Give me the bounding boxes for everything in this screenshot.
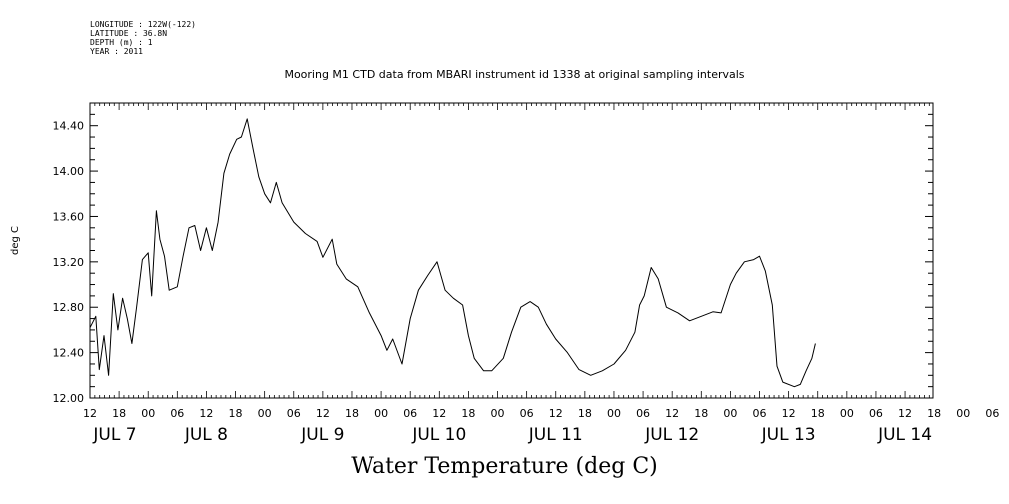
x-hour-label: 18 [229, 407, 243, 420]
x-day-label: JUL 10 [411, 425, 466, 445]
meta-longitude: LONGITUDE : 122W(-122) [90, 20, 196, 29]
x-day-label: JUL 14 [877, 425, 932, 445]
y-tick-label: 13.20 [53, 256, 85, 269]
x-hour-label: 18 [927, 407, 941, 420]
x-day-label: JUL 9 [300, 425, 344, 445]
x-hour-label: 12 [549, 407, 563, 420]
x-hour-label: 06 [403, 407, 417, 420]
x-hour-label: 18 [461, 407, 475, 420]
x-day-label: JUL 13 [761, 425, 816, 445]
meta-latitude: LATITUDE : 36.8N [90, 29, 168, 38]
x-hour-label: 06 [753, 407, 767, 420]
x-hour-label: 12 [83, 407, 97, 420]
x-hour-label: 00 [607, 407, 621, 420]
x-hour-label: 06 [520, 407, 534, 420]
x-hour-label: 12 [898, 407, 912, 420]
x-day-label: JUL 11 [528, 425, 583, 445]
chart-subtitle: Water Temperature (deg C) [351, 454, 658, 479]
x-hour-label: 12 [665, 407, 679, 420]
x-hour-label: 18 [345, 407, 359, 420]
y-tick-label: 13.60 [53, 210, 85, 223]
x-hour-label: 12 [782, 407, 796, 420]
y-tick-label: 12.80 [53, 301, 85, 314]
x-hour-label: 00 [956, 407, 970, 420]
x-hour-label: 18 [112, 407, 126, 420]
plot-border [89, 102, 934, 399]
x-hour-label: 18 [578, 407, 592, 420]
x-hour-label: 00 [141, 407, 155, 420]
x-hour-label: 06 [287, 407, 301, 420]
y-tick-label: 12.00 [53, 392, 85, 405]
water-temperature-line [89, 118, 816, 388]
x-day-label: JUL 12 [644, 425, 699, 445]
y-tick-labels: 12.00 12.40 12.80 13.20 13.60 14.00 14.40 [53, 120, 85, 405]
plot-frame [89, 102, 934, 399]
chart-title: Mooring M1 CTD data from MBARI instrumen… [284, 68, 745, 81]
x-hour-label: 06 [636, 407, 650, 420]
y-tick-label: 12.40 [53, 347, 85, 360]
meta-depth: DEPTH (m) : 1 [90, 38, 153, 47]
x-hour-label: 12 [199, 407, 213, 420]
meta-year: YEAR : 2011 [90, 47, 143, 56]
axis-ticks [89, 102, 933, 399]
x-hour-label: 06 [869, 407, 883, 420]
x-hour-label: 00 [374, 407, 388, 420]
x-hour-label: 12 [316, 407, 330, 420]
x-hour-label: 12 [432, 407, 446, 420]
y-tick-label: 14.40 [53, 120, 85, 133]
x-hour-label: 00 [840, 407, 854, 420]
x-hour-label: 18 [811, 407, 825, 420]
x-hour-label: 00 [723, 407, 737, 420]
x-hour-label: 06 [170, 407, 184, 420]
x-hour-label: 00 [491, 407, 505, 420]
series-group [89, 118, 816, 388]
x-day-label: JUL 7 [92, 425, 136, 445]
x-hour-label: 18 [694, 407, 708, 420]
y-tick-label: 14.00 [53, 165, 85, 178]
x-day-label: JUL 8 [184, 425, 228, 445]
x-hour-label: 06 [985, 407, 999, 420]
x-tick-labels: 12 18 00 06 12 18 00 06 12 18 00 06 12 18 00 06 12 18 00 06… [83, 407, 999, 445]
x-hour-label: 00 [258, 407, 272, 420]
metadata-block: LONGITUDE : 122W(-122) LATITUDE : 36.8N … [90, 20, 196, 56]
